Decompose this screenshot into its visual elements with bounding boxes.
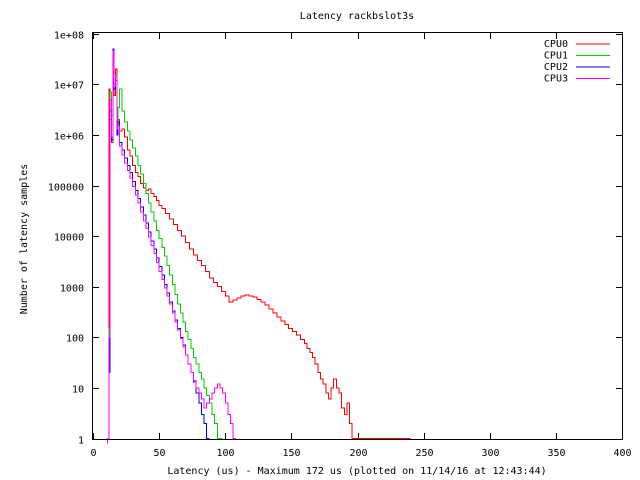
x-tick-label: 400 — [613, 448, 631, 459]
x-tick-label: 250 — [415, 448, 433, 459]
y-tick-label: 1 — [78, 436, 84, 447]
chart-title: Latency rackbslot3s — [300, 11, 414, 22]
y-tick-label: 1e+06 — [54, 132, 84, 143]
plot-frame — [92, 32, 623, 440]
y-tick-label: 1000 — [60, 284, 84, 295]
legend-label-cpu1: CPU1 — [544, 51, 568, 62]
x-tick-label: 50 — [153, 448, 165, 459]
series-layer — [107, 48, 411, 444]
x-tick-label: 200 — [349, 448, 367, 459]
y-tick-label: 1e+08 — [54, 31, 84, 42]
y-tick-label: 10 — [72, 385, 84, 396]
y-tick-label: 10000 — [54, 233, 84, 244]
y-tick-label: 100 — [66, 334, 84, 345]
legend-label-cpu2: CPU2 — [544, 62, 568, 73]
x-tick-label: 350 — [547, 448, 565, 459]
x-tick-label: 150 — [282, 448, 300, 459]
x-tick-label: 0 — [90, 448, 96, 459]
series-line-cpu3 — [107, 50, 236, 444]
y-tick-label: 1e+07 — [54, 81, 84, 92]
y-axis-label: Number of latency samples — [19, 164, 30, 315]
x-axis-label: Latency (us) - Maximum 172 us (plotted o… — [167, 466, 546, 477]
y-tick-label: 100000 — [48, 183, 84, 194]
legend-label-cpu0: CPU0 — [544, 39, 568, 50]
x-tick-label: 100 — [216, 448, 234, 459]
series-line-cpu0 — [107, 53, 411, 444]
legend-label-cpu3: CPU3 — [544, 74, 568, 85]
x-tick-label: 300 — [481, 448, 499, 459]
series-line-cpu1 — [107, 56, 223, 444]
